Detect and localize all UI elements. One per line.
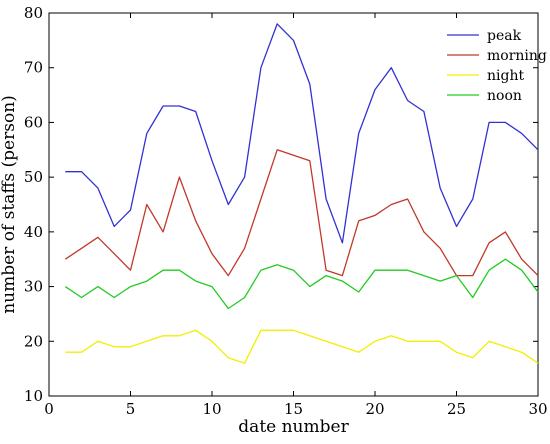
x-tick-label: 25 <box>447 400 466 418</box>
x-tick-label: 15 <box>284 400 303 418</box>
axis-ticks: 0 5 10 15 20 25 30 10 20 30 40 50 60 70 80 <box>24 4 548 418</box>
series-lines <box>64 23 539 364</box>
series-line-peak <box>65 23 539 244</box>
x-tick-label: 5 <box>126 400 136 418</box>
y-tick-label: 50 <box>24 168 43 186</box>
plot-area <box>48 12 539 397</box>
y-tick-label: 40 <box>24 223 43 241</box>
series-line-morning <box>64 149 539 277</box>
series-line-noon <box>64 258 539 310</box>
y-tick-label: 10 <box>24 387 43 405</box>
legend-label-night: night <box>487 68 524 84</box>
y-axis-title: number of staffs (person) <box>0 95 19 314</box>
x-tick-label: 20 <box>365 400 384 418</box>
y-tick-label: 80 <box>24 4 43 22</box>
legend-label-morning: morning <box>487 48 547 64</box>
legend: peak morning night noon <box>447 28 547 104</box>
x-tick-label: 30 <box>528 400 547 418</box>
x-axis-title: date number <box>238 417 349 437</box>
y-tick-label: 70 <box>24 59 43 77</box>
x-tick-label: 10 <box>202 400 221 418</box>
y-tick-label: 30 <box>24 278 43 296</box>
x-tick-label: 0 <box>44 400 54 418</box>
legend-label-peak: peak <box>487 28 522 44</box>
legend-label-noon: noon <box>487 88 522 104</box>
series-line-night <box>65 329 539 364</box>
y-tick-label: 20 <box>24 332 43 350</box>
y-tick-label: 60 <box>24 113 43 131</box>
